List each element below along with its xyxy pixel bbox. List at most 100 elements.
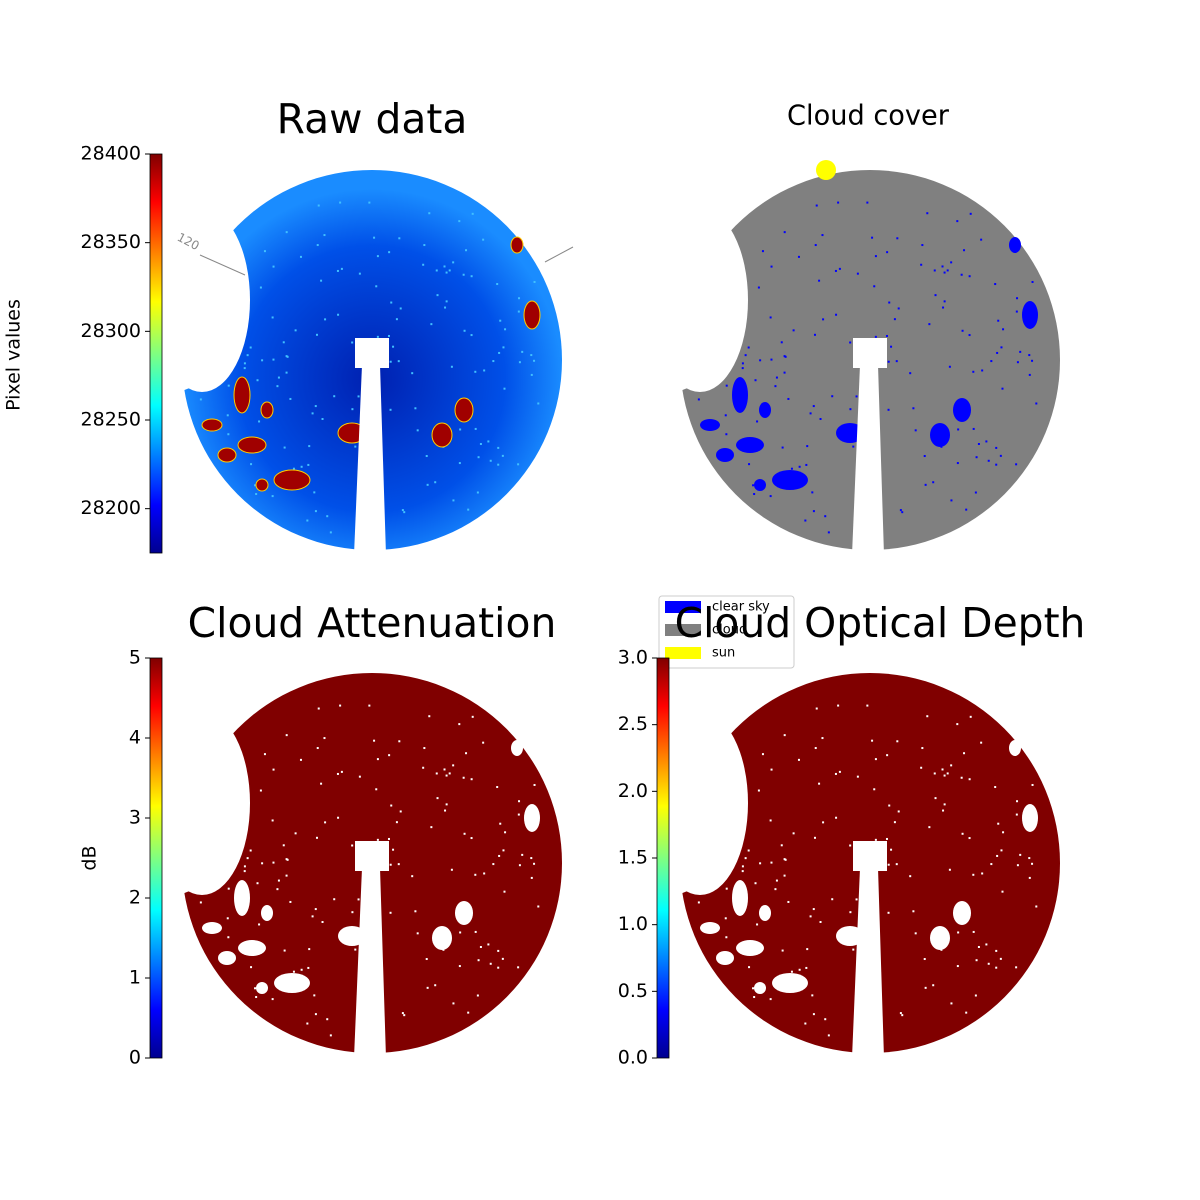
speck	[467, 508, 470, 511]
speck	[324, 318, 327, 321]
speck	[357, 898, 360, 901]
speck	[866, 201, 869, 204]
speck	[972, 370, 975, 373]
speck	[307, 966, 310, 969]
speck	[387, 334, 390, 337]
speck	[874, 758, 877, 761]
speck	[804, 1022, 807, 1025]
speck	[901, 511, 904, 514]
blob	[217, 447, 237, 463]
speck	[1028, 354, 1031, 357]
speck	[470, 837, 473, 840]
speck	[479, 442, 482, 445]
speck	[339, 704, 342, 707]
speck	[934, 797, 937, 800]
speck	[849, 408, 852, 411]
tick-label: 28250	[81, 409, 141, 431]
speck	[932, 481, 935, 484]
legend-swatch	[665, 601, 701, 613]
speck	[388, 754, 391, 757]
speck	[255, 996, 258, 999]
blob	[736, 940, 764, 956]
speck	[873, 788, 876, 791]
speck	[351, 408, 354, 411]
speck	[282, 844, 285, 847]
panel-title: Raw data	[277, 95, 468, 143]
blob	[255, 478, 269, 492]
speck	[271, 819, 274, 822]
speck	[499, 319, 502, 322]
sky-image	[652, 170, 1060, 555]
speck	[487, 440, 490, 443]
legend-swatch	[665, 647, 701, 659]
speck	[909, 372, 912, 375]
speck	[285, 734, 288, 737]
speck	[497, 446, 500, 449]
tick-label: 28350	[81, 231, 141, 253]
speck	[950, 499, 953, 502]
speck	[254, 484, 257, 487]
speck	[411, 372, 414, 375]
speck	[399, 307, 402, 310]
speck	[923, 455, 926, 458]
speck	[443, 265, 446, 268]
speck	[276, 385, 279, 388]
speck	[376, 758, 379, 761]
speck	[271, 998, 274, 1001]
speck	[980, 238, 983, 241]
speck	[401, 509, 404, 512]
speck	[299, 758, 302, 761]
speck	[943, 774, 946, 777]
speck	[1016, 361, 1019, 364]
speck	[995, 463, 998, 466]
speck	[351, 341, 354, 344]
speck	[388, 251, 391, 254]
speck	[852, 445, 855, 448]
speck	[463, 832, 466, 835]
speck	[887, 360, 890, 363]
speck	[323, 737, 326, 740]
notch	[652, 208, 748, 392]
legend-label: cloud	[712, 623, 747, 638]
speck	[961, 832, 964, 835]
speck	[1002, 831, 1005, 834]
speck	[261, 359, 264, 362]
speck	[811, 994, 814, 997]
speck	[809, 915, 812, 918]
speck	[790, 467, 793, 470]
speck	[537, 402, 540, 405]
speck	[926, 715, 929, 718]
speck	[249, 346, 252, 349]
sky-image	[652, 673, 1060, 1058]
speck	[390, 804, 393, 807]
speck	[321, 921, 324, 924]
speck	[373, 739, 376, 742]
tick-label: 5	[129, 647, 141, 669]
speck	[1019, 853, 1022, 856]
speck	[434, 984, 437, 987]
speck	[887, 408, 890, 411]
speck	[315, 333, 318, 336]
blob	[930, 926, 950, 950]
panel-title: Cloud Attenuation	[188, 599, 557, 647]
blob	[732, 377, 748, 413]
speck	[463, 329, 466, 332]
tick-label: 0	[129, 1047, 141, 1069]
speck	[835, 313, 838, 316]
speck	[757, 286, 760, 289]
speck	[517, 813, 520, 816]
speck	[259, 286, 262, 289]
speck	[873, 285, 876, 288]
speck	[1019, 350, 1022, 353]
speck	[855, 898, 858, 901]
speck	[759, 359, 762, 362]
camera-mount	[853, 338, 887, 368]
speck	[725, 384, 728, 387]
speck	[822, 318, 825, 321]
speck	[754, 379, 757, 382]
speck	[474, 873, 477, 876]
speck	[292, 467, 295, 470]
speck	[999, 454, 1002, 457]
speck	[445, 774, 448, 777]
blob	[953, 398, 971, 422]
